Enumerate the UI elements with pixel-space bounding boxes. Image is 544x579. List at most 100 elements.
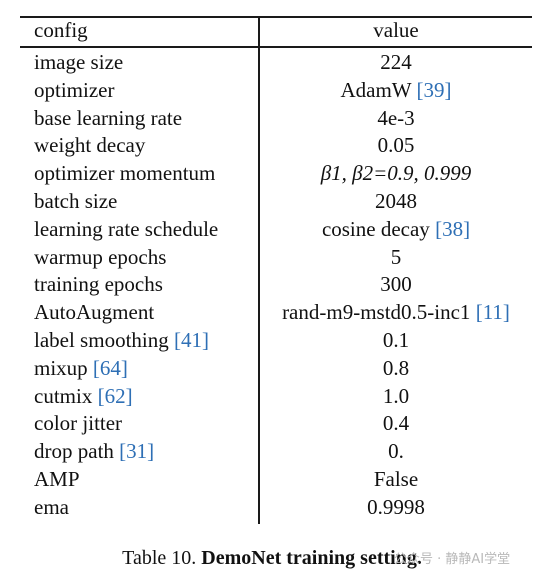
config-cell: label smoothing [41]: [34, 326, 209, 354]
value-cell: 4e-3: [260, 104, 532, 132]
caption-label: Table 10.: [122, 547, 197, 569]
config-cell: learning rate schedule: [34, 215, 218, 243]
value-text: 300: [380, 272, 412, 297]
config-text: label smoothing: [34, 328, 169, 352]
config-cell: AutoAugment: [34, 298, 154, 326]
value-text: False: [373, 467, 419, 491]
value-text: 0.4: [382, 411, 410, 436]
settings-table: config value image size 224 optimizer AdamW…: [20, 0, 532, 528]
value-text: 0.8: [382, 355, 410, 380]
value-cell: 5: [260, 243, 532, 271]
table-row: training epochs 300: [20, 270, 532, 298]
citation-link[interactable]: [41]: [168, 328, 209, 352]
config-text: mixup: [34, 355, 88, 380]
value-cell: 2048: [260, 187, 532, 215]
config-cell: training epochs: [34, 270, 163, 298]
config-text: warmup epochs: [34, 244, 167, 269]
config-cell: optimizer: [34, 76, 114, 104]
table-row: AMP False: [20, 465, 532, 493]
table-row: optimizer momentum β1, β2=0.9, 0.999: [20, 159, 532, 187]
config-text: learning rate schedule: [34, 216, 219, 241]
value-cell: 0.: [260, 437, 532, 465]
config-cell: drop path [31]: [34, 437, 154, 465]
table-header-row: config value: [20, 16, 532, 44]
config-cell: optimizer momentum: [34, 159, 215, 187]
config-cell: weight decay: [34, 131, 145, 159]
table-row: learning rate schedule cosine decay [38]: [20, 215, 532, 243]
citation-number[interactable]: 31: [126, 439, 148, 464]
config-text: drop path: [34, 439, 114, 464]
config-cell: cutmix [62]: [34, 382, 133, 410]
value-text: AdamW: [340, 77, 412, 102]
table-row: warmup epochs 5: [20, 243, 532, 271]
table-top-rule: [20, 16, 532, 18]
table-row: drop path [31] 0.: [20, 437, 532, 465]
value-text: 0.05: [377, 133, 415, 158]
table-row: AutoAugment rand-m9-mstd0.5-inc1 [11]: [20, 298, 532, 326]
citation-number[interactable]: 64: [99, 355, 121, 380]
table-row: mixup [64] 0.8: [20, 354, 532, 382]
value-text: 2048: [375, 189, 417, 213]
value-cell: 0.4: [260, 409, 532, 437]
config-cell: mixup [64]: [34, 354, 128, 382]
value-cell: 224: [260, 48, 532, 76]
table-caption: Table 10. DemoNet training setting.: [0, 546, 544, 570]
citation-link[interactable]: [11]: [470, 300, 510, 325]
config-text: color jitter: [34, 411, 123, 436]
table-row: ema 0.9998: [20, 493, 532, 521]
header-value: value: [373, 18, 419, 42]
config-cell: AMP: [34, 465, 80, 493]
value-cell: rand-m9-mstd0.5-inc1 [11]: [260, 298, 532, 326]
citation-number[interactable]: 38: [442, 216, 464, 241]
value-cell: β1, β2=0.9, 0.999: [260, 159, 532, 187]
config-text: weight decay: [34, 133, 146, 158]
config-text: AutoAugment: [34, 300, 155, 325]
value-cell: 0.9998: [260, 493, 532, 521]
citation-link[interactable]: [38]: [429, 216, 471, 241]
value-cell: 0.05: [260, 131, 532, 159]
config-text: AMP: [34, 467, 80, 491]
value-text: β1, β2=0.9, 0.999: [320, 161, 472, 186]
config-cell: color jitter: [34, 409, 122, 437]
watermark: 公众号 · 静静AI学堂: [394, 552, 511, 567]
citation-number[interactable]: 62: [104, 383, 126, 408]
value-text: 224: [380, 50, 412, 74]
config-text: base learning rate: [34, 105, 183, 130]
table-row: label smoothing [41] 0.1: [20, 326, 532, 354]
value-cell: cosine decay [38]: [260, 215, 532, 243]
value-cell: False: [260, 465, 532, 493]
table-row: cutmix [62] 1.0: [20, 382, 532, 410]
citation-link[interactable]: [31]: [113, 439, 155, 464]
config-cell: base learning rate: [34, 104, 182, 132]
value-text: cosine decay: [321, 216, 430, 241]
config-text: training epochs: [34, 272, 163, 297]
value-text: 0.9998: [367, 494, 425, 519]
header-rule: [20, 46, 532, 48]
config-text: optimizer: [34, 77, 115, 102]
value-text: 4e-3: [377, 105, 415, 130]
config-text: batch size: [34, 189, 118, 213]
citation-number[interactable]: 41: [181, 328, 202, 352]
value-text: 0.1: [382, 328, 410, 352]
value-cell: 0.8: [260, 354, 532, 382]
citation-link[interactable]: [39]: [411, 77, 452, 102]
table-row: optimizer AdamW [39]: [20, 76, 532, 104]
citation-number[interactable]: 39: [423, 77, 445, 102]
value-text: 0.: [388, 439, 404, 464]
value-cell: 1.0: [260, 382, 532, 410]
table-row: base learning rate 4e-3: [20, 104, 532, 132]
citation-link[interactable]: [62]: [92, 383, 133, 408]
caption-title: DemoNet training setting.: [201, 547, 422, 569]
config-cell: ema: [34, 493, 69, 521]
config-text: optimizer momentum: [34, 161, 216, 186]
value-cell: 0.1: [260, 326, 532, 354]
value-cell: AdamW [39]: [260, 76, 532, 104]
citation-number[interactable]: 11: [482, 300, 503, 325]
value-text: 5: [390, 244, 402, 269]
config-cell: batch size: [34, 187, 117, 215]
value-cell: 300: [260, 270, 532, 298]
citation-link[interactable]: [64]: [87, 355, 128, 380]
value-text: rand-m9-mstd0.5-inc1: [282, 300, 471, 325]
table-row: batch size 2048: [20, 187, 532, 215]
value-text: 1.0: [382, 383, 410, 408]
